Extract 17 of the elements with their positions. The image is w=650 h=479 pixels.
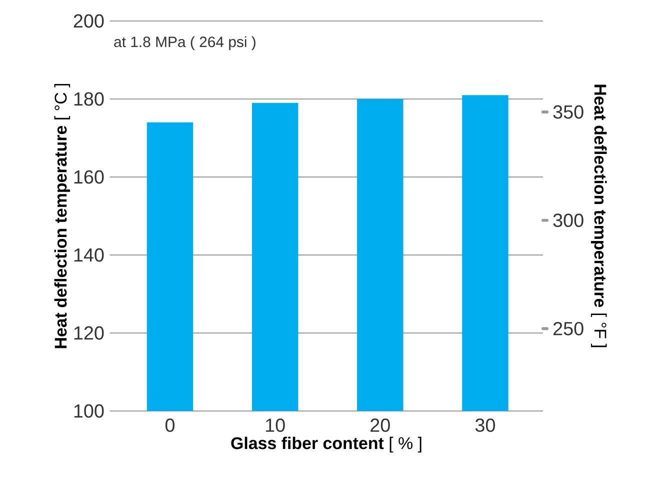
x-tick-label: 0 xyxy=(165,418,175,432)
y2-axis-title: Heat deflection temperature [ °F ] xyxy=(590,84,607,348)
x-tick-label: 30 xyxy=(475,418,495,432)
y-tick-label: 100 xyxy=(74,404,104,418)
x-tick-label: 20 xyxy=(370,418,390,432)
y2-tick-label: 250 xyxy=(553,322,584,336)
y-tick-label: 160 xyxy=(74,170,104,184)
y-axis-title: Heat deflection temperature [ °C ] xyxy=(54,84,70,348)
y2-tick-label: 350 xyxy=(553,105,584,119)
y-tick-label: 140 xyxy=(74,248,104,262)
x-tick-label: 10 xyxy=(266,418,285,432)
annotation: at 1.8 MPa ( 264 psi ) xyxy=(114,36,256,50)
y2-tick-label: 300 xyxy=(553,214,584,228)
x-axis-title: Glass fiber content [ % ] xyxy=(231,436,422,453)
y-tick-label: 200 xyxy=(74,14,104,28)
y-tick-label: 180 xyxy=(74,92,104,106)
y-tick-label: 120 xyxy=(74,326,104,340)
